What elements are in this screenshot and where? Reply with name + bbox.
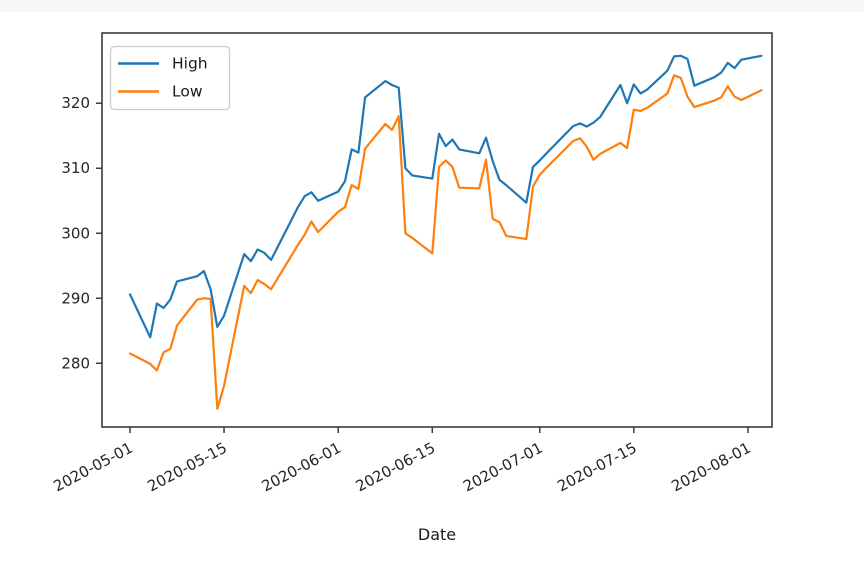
series-line-low: [128, 74, 763, 410]
x-tick-label: 2020-07-01: [460, 439, 545, 496]
y-tick-label: 310: [61, 159, 90, 177]
data-lines: [128, 54, 763, 410]
y-tick-label: 280: [61, 354, 90, 372]
x-tick-label: 2020-05-01: [50, 439, 135, 496]
y-tick-label: 300: [61, 224, 90, 242]
x-tick-label: 2020-07-15: [554, 439, 639, 496]
y-axis-ticks: 280 290 300 310 320: [61, 94, 102, 372]
x-tick-label: 2020-06-15: [353, 439, 438, 496]
series-line-high: [128, 54, 763, 339]
legend-high-label: High: [172, 55, 208, 73]
y-tick-label: 290: [61, 289, 90, 307]
matplotlib-figure: 280 290 300 310 320 2020-05-01 2020-05-15 2020…: [0, 12, 864, 568]
x-tick-label: 2020-08-01: [668, 439, 753, 496]
x-tick-label: 2020-06-01: [259, 439, 344, 496]
legend-box: [109, 45, 231, 111]
x-axis-ticks: 2020-05-01 2020-05-15 2020-06-01 2020-06-15…: [50, 427, 754, 496]
x-tick-label: 2020-05-15: [144, 439, 229, 496]
x-axis-label: Date: [418, 525, 456, 544]
legend: High Low: [109, 45, 231, 111]
y-tick-label: 320: [61, 94, 90, 112]
legend-low-label: Low: [172, 83, 203, 101]
